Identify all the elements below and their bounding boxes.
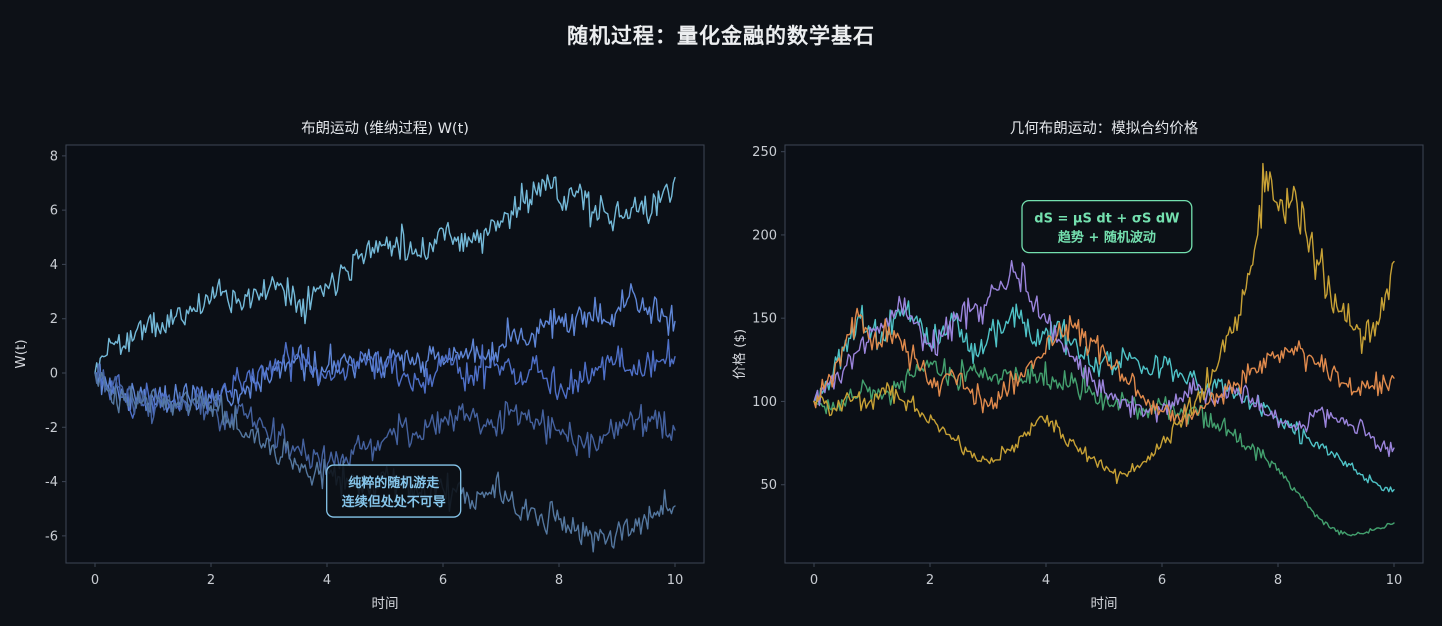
y-tick-label: -2 [45,421,58,436]
y-tick-label: -6 [45,529,58,544]
svg-text:dS = μS dt + σS dW: dS = μS dt + σS dW [1034,212,1179,227]
x-tick-label: 2 [207,573,215,588]
svg-text:连续但处处不可导: 连续但处处不可导 [342,494,446,510]
x-tick-label: 6 [439,573,447,588]
y-tick-label: -4 [45,475,58,490]
axes-spines [65,144,705,564]
gbm-path-teal [813,300,1395,493]
x-tick-label: 2 [926,573,934,588]
figure-suptitle: 随机过程：量化金融的数学基石 [567,24,875,48]
y-tick-label: 200 [752,228,777,243]
x-tick-label: 0 [810,573,818,588]
x-tick-label: 8 [1274,573,1282,588]
x-axis-label: 时间 [372,596,399,612]
wiener-path-1 [94,174,676,374]
y-tick-label: 4 [50,258,58,273]
y-tick-label: 50 [760,478,777,493]
y-tick-label: 6 [50,204,58,219]
y-tick-label: 2 [50,312,58,327]
gbm-path-green [813,358,1395,537]
x-tick-label: 10 [1386,573,1403,588]
x-axis-label: 时间 [1091,596,1118,612]
y-tick-label: 150 [752,312,777,327]
y-tick-label: 100 [752,395,777,410]
geometric-brownian-motion-chart: dS = μS dt + σS dW 趋势 + 随机波动 0 2 4 6 8 10 50 100 1… [732,120,1424,612]
x-tick-label: 4 [323,573,331,588]
chart-title: 布朗运动 (维纳过程) W(t) [301,120,469,137]
y-tick-label: 0 [50,367,58,382]
y-axis-label: W(t) [13,339,29,368]
x-tick-label: 4 [1042,573,1050,588]
y-axis-label: 价格 ($) [732,329,748,379]
y-tick-label: 250 [752,145,777,160]
svg-text:纯粹的随机游走: 纯粹的随机游走 [348,475,440,491]
y-tick-label: 8 [50,149,58,164]
gbm-path-gold [813,162,1395,485]
x-tick-label: 0 [91,573,99,588]
axes-spines [784,144,1424,564]
gbm-path-orange [813,307,1395,427]
x-tick-label: 8 [555,573,563,588]
chart-title: 几何布朗运动：模拟合约价格 [1010,120,1199,137]
gbm-path-purple [813,260,1395,458]
x-tick-label: 10 [667,573,684,588]
x-tick-label: 6 [1158,573,1166,588]
svg-text:趋势 + 随机波动: 趋势 + 随机波动 [1058,230,1156,246]
annotation-box: dS = μS dt + σS dW 趋势 + 随机波动 [1021,199,1193,254]
